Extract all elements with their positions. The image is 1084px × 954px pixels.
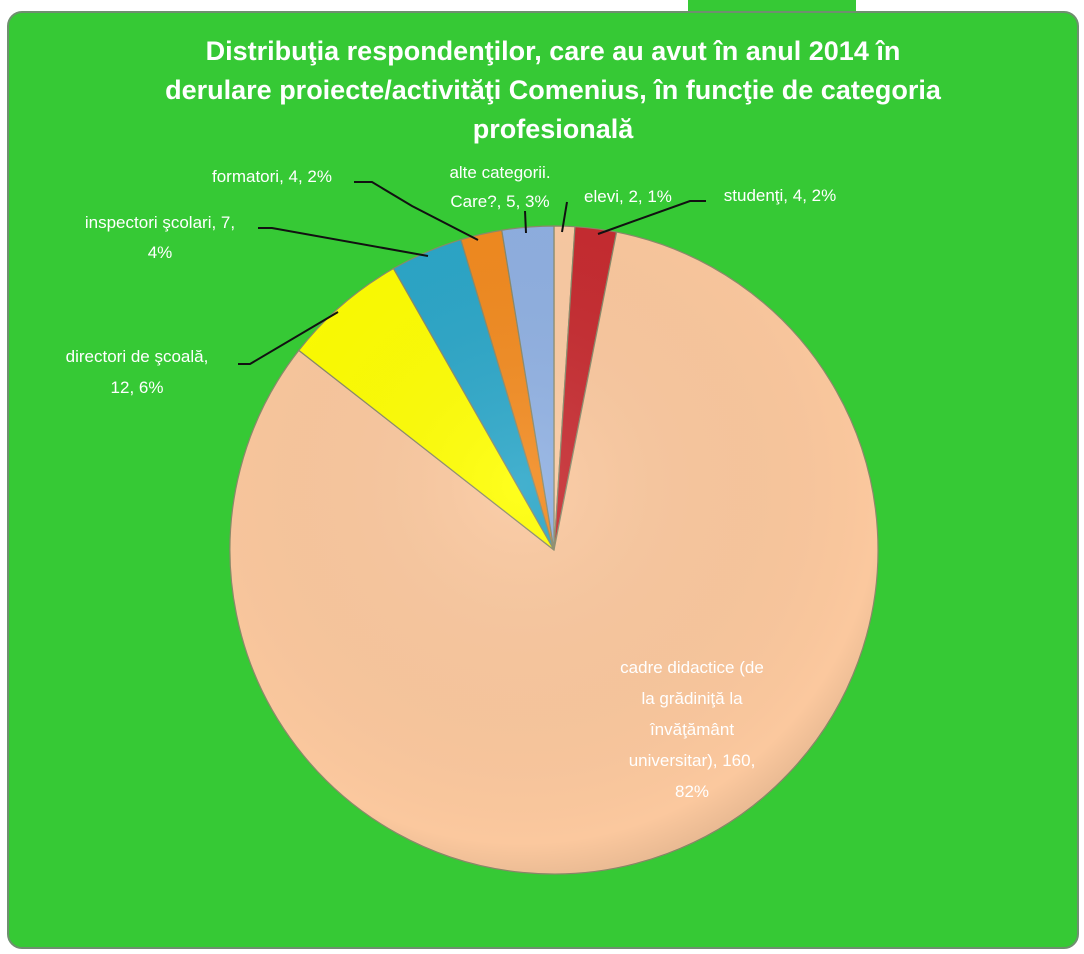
page-tab [688, 0, 856, 12]
leader-lines [238, 181, 706, 365]
data-label-line: învăţământ [649, 720, 734, 739]
data-label-line: 12, 6% [111, 378, 164, 397]
chart-title: Distribuţia respondenţilor, care au avut… [165, 36, 942, 144]
data-label-line: studenţi, 4, 2% [724, 186, 836, 205]
data-label-line: alte categorii. [449, 163, 550, 182]
leader-line [238, 311, 339, 365]
data-label-line: formatori, 4, 2% [212, 167, 332, 186]
data-label: formatori, 4, 2% [212, 167, 332, 186]
data-label-line: inspectori şcolari, 7, [85, 213, 235, 232]
data-labels: elevi, 2, 1% studenţi, 4, 2% cadre didacti… [66, 163, 837, 801]
leader-line [597, 200, 706, 235]
pie [229, 225, 879, 875]
title-line: profesională [473, 114, 635, 144]
data-label-line: directori de şcoală, [66, 347, 209, 366]
title-line: Distribuţia respondenţilor, care au avut… [206, 36, 901, 66]
leader-line [561, 201, 568, 233]
data-label: cadre didactice (de la grădiniţă la învăţă… [620, 658, 764, 801]
title-line: derulare proiecte/activităţi Comenius, î… [165, 75, 942, 105]
data-label-line: la grădiniţă la [641, 689, 743, 708]
data-label: elevi, 2, 1% [584, 187, 672, 206]
data-label-line: Care?, 5, 3% [450, 192, 549, 211]
data-label-line: 4% [148, 243, 173, 262]
data-label: alte categorii. Care?, 5, 3% [449, 163, 550, 211]
data-label-line: universitar), 160, [629, 751, 756, 770]
data-label: inspectori şcolari, 7, 4% [85, 213, 235, 262]
data-label-line: 82% [675, 782, 709, 801]
leader-line [524, 210, 527, 234]
data-label-line: elevi, 2, 1% [584, 187, 672, 206]
data-label: directori de şcoală, 12, 6% [66, 347, 209, 397]
data-label-line: cadre didactice (de [620, 658, 764, 677]
data-label: studenţi, 4, 2% [724, 186, 836, 205]
leader-line [258, 227, 429, 257]
leader-line [354, 181, 479, 241]
